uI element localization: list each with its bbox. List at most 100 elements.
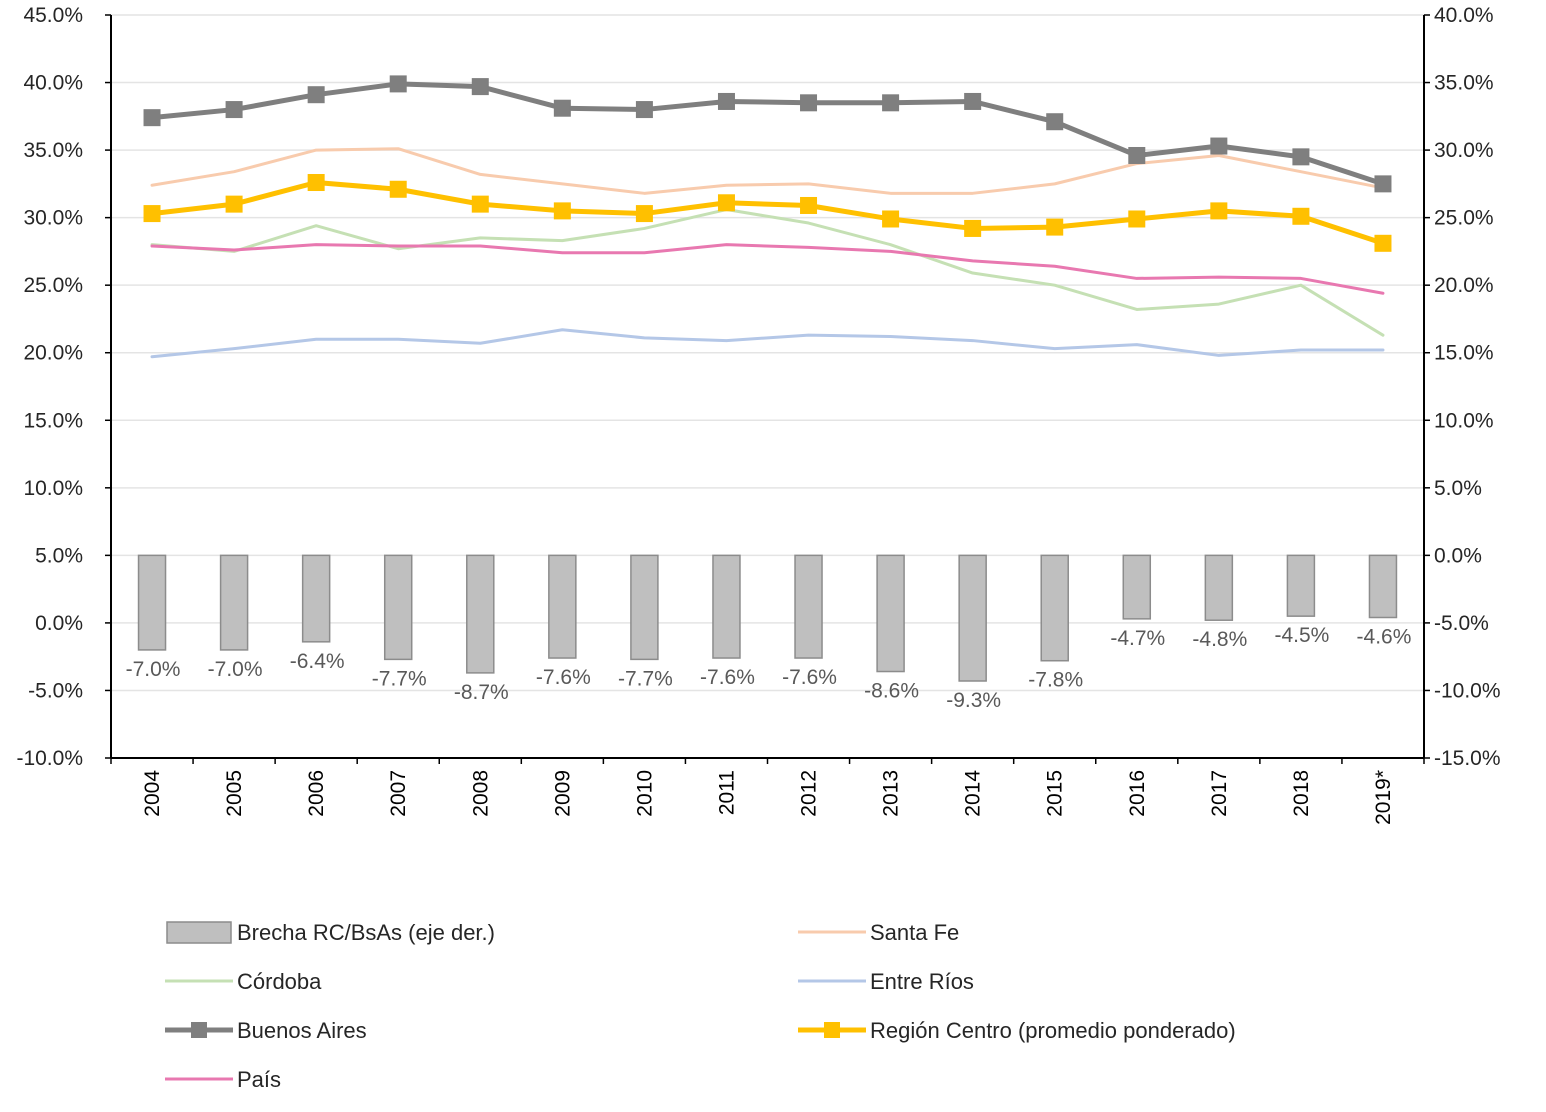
x-axis-tick-label: 2008: [469, 770, 492, 817]
bar-data-label: -7.6%: [700, 666, 755, 689]
bar: [876, 554, 905, 673]
series-marker: [225, 101, 243, 119]
bar: [958, 554, 987, 682]
right-axis-tick-label: -5.0%: [1434, 612, 1489, 635]
series-marker: [882, 210, 900, 228]
bar: [1122, 554, 1152, 620]
series-line: [149, 81, 1386, 187]
left-axis-tick-label: 0.0%: [35, 612, 83, 635]
bar-data-label: -4.6%: [1357, 626, 1412, 649]
right-axis-tick-label: 10.0%: [1434, 409, 1494, 432]
bar: [1040, 554, 1069, 662]
bar-data-label: -7.7%: [618, 667, 673, 690]
bar-data-label: -7.0%: [208, 658, 263, 681]
series-marker: [635, 205, 653, 223]
legend-swatch-bar: [166, 921, 232, 944]
legend-entry-label: Brecha RC/BsAs (eje der.): [237, 920, 495, 945]
legend-entry-label: Buenos Aires: [237, 1018, 367, 1043]
series-marker: [307, 174, 325, 192]
bar-data-label: -4.7%: [1110, 627, 1165, 650]
x-axis-tick-label: 2006: [305, 770, 328, 817]
x-axis-tick-label: 2012: [798, 770, 821, 817]
legend-swatch-marker: [824, 1022, 840, 1038]
series-marker: [1374, 175, 1392, 193]
series-marker: [471, 195, 489, 213]
line-series: [143, 75, 1392, 359]
x-axis-tick-label: 2016: [1126, 770, 1149, 817]
x-axis-tick-label: 2017: [1208, 770, 1231, 817]
x-axis-tick-label: 2013: [880, 770, 903, 817]
series-marker: [882, 94, 900, 112]
series-line: [150, 243, 1385, 295]
bar-series-brecha: [137, 554, 1398, 682]
series-marker: [800, 94, 818, 112]
bar: [548, 554, 577, 659]
bar-data-labels: -7.0% -7.0% -6.4% -7.7% -8.7% -7.6% -7.7% -7.6%…: [126, 624, 1412, 712]
series-marker: [800, 196, 818, 214]
bar: [1204, 554, 1234, 621]
series-marker: [1046, 113, 1064, 131]
legend-entry-label: País: [237, 1067, 281, 1092]
x-axis-tick-label: 2011: [715, 770, 738, 815]
series-marker: [1210, 202, 1228, 220]
series-marker: [1292, 148, 1310, 166]
series-marker: [307, 86, 325, 104]
x-axis-tick-label: 2015: [1044, 770, 1067, 817]
series-marker: [143, 205, 161, 223]
legend-entry-label: Córdoba: [237, 969, 322, 994]
bar: [466, 554, 495, 674]
series-marker: [389, 75, 407, 93]
series-marker: [717, 92, 735, 110]
right-axis-tick-label: 0.0%: [1434, 544, 1482, 567]
left-axis-tick-label: 5.0%: [35, 544, 83, 567]
bar-data-label: -8.7%: [454, 681, 509, 704]
left-axis-tick-label: 30.0%: [23, 207, 83, 230]
right-axis-tick-label: 30.0%: [1434, 139, 1494, 162]
left-axis-tick-label: 20.0%: [23, 342, 83, 365]
series-marker: [389, 180, 407, 198]
right-axis-tick-label: 40.0%: [1434, 4, 1494, 27]
right-axis-tick-label: 35.0%: [1434, 72, 1494, 95]
bar-data-label: -7.6%: [782, 666, 837, 689]
bar-data-label: -4.8%: [1192, 628, 1247, 651]
series-marker: [1046, 218, 1064, 236]
left-axis-tick-label: 15.0%: [23, 409, 83, 432]
bar-data-label: -7.0%: [126, 658, 181, 681]
legend-entry-label: Región Centro (promedio ponderado): [870, 1018, 1236, 1043]
left-axis-tick-label: 25.0%: [23, 274, 83, 297]
bar: [630, 554, 659, 661]
series-marker: [553, 202, 571, 220]
right-axis-tick-label: 15.0%: [1434, 342, 1494, 365]
x-axis-tick-label: 2004: [141, 770, 164, 817]
bar-data-label: -6.4%: [290, 650, 345, 673]
series-line: [150, 147, 1385, 195]
x-axis-tick-label: 2007: [387, 770, 410, 817]
bar: [137, 554, 167, 651]
series-marker: [1292, 207, 1310, 225]
series-marker: [1210, 137, 1228, 155]
axes: 45.0% 40.0% 35.0% 30.0% 25.0% 20.0% 15.0% 10.0%…: [16, 4, 1500, 825]
series-marker: [1374, 234, 1392, 252]
bar-data-label: -7.6%: [536, 666, 591, 689]
legend-swatch-marker: [191, 1022, 207, 1038]
series-line: [149, 180, 1386, 246]
series-marker: [553, 99, 571, 117]
legend-entry-label: Entre Ríos: [870, 969, 974, 994]
series-marker: [225, 195, 243, 213]
series-marker: [964, 92, 982, 110]
legend: Brecha RC/BsAs (eje der.) Santa Fe Córdoba…: [165, 920, 1236, 1092]
bar-data-label: -4.5%: [1274, 624, 1329, 647]
series-line: [150, 208, 1385, 337]
series-marker: [1128, 210, 1146, 228]
left-axis-tick-label: -10.0%: [16, 747, 83, 770]
bar-data-label: -7.7%: [372, 667, 427, 690]
bar: [712, 554, 741, 659]
series-marker: [471, 78, 489, 96]
bar-data-label: -7.8%: [1028, 669, 1083, 692]
series-marker: [964, 219, 982, 237]
x-axis-tick-label: 2014: [962, 770, 985, 817]
bar: [1368, 554, 1398, 619]
series-marker: [143, 109, 161, 127]
